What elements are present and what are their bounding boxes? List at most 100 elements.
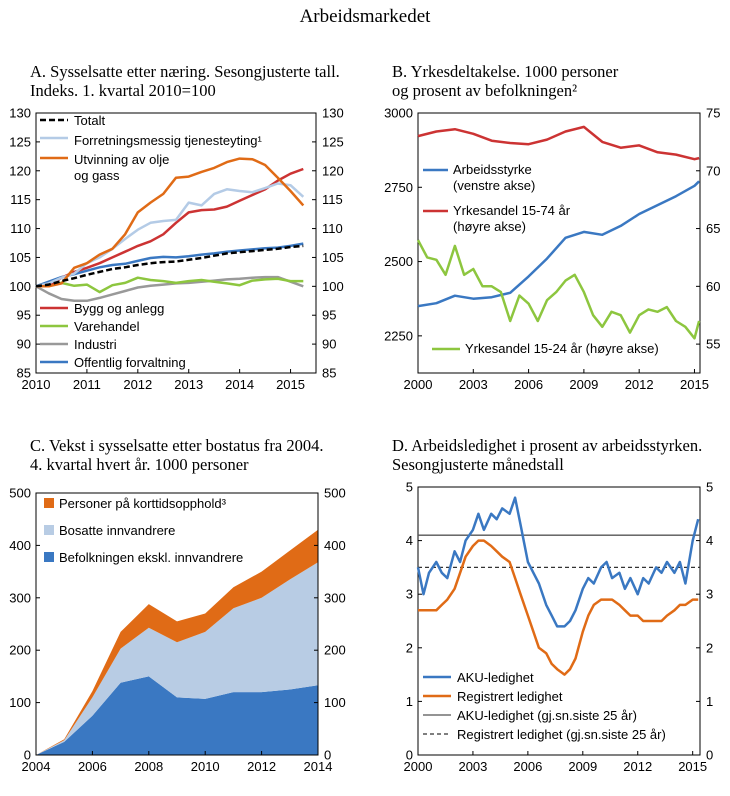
- chart-b-legend-label: (høyre akse): [453, 219, 526, 234]
- chart-a-ytick-label-left: 130: [9, 106, 31, 121]
- chart-a-ytick-label-left: 125: [9, 134, 31, 149]
- chart-c-legend-label: Befolkningen ekskl. innvandrere: [59, 550, 243, 565]
- chart-a: 85 90 95 100 105 110 115 120 125 130 85 90 95 100 105 1…: [9, 106, 343, 393]
- chart-a-series-line: [35, 242, 304, 288]
- panel-c-title-line2: 4. kvartal hvert år. 1000 personer: [30, 455, 249, 474]
- chart-a-legend-label: Forretningsmessig tjenesteyting¹: [74, 133, 263, 148]
- chart-a-legend-label: Totalt: [74, 113, 105, 128]
- chart-c-ytick-label-left: 400: [9, 538, 31, 553]
- chart-a-series-line: [35, 244, 304, 288]
- chart-a-ytick-label-right: 100: [322, 279, 344, 294]
- chart-b-ytick-label-left: 2750: [384, 180, 413, 195]
- panel-d-title-line1: D. Arbeidsledighet i prosent av arbeidss…: [392, 436, 703, 455]
- chart-a-ytick-label-left: 85: [17, 366, 31, 381]
- chart-a-series-line: [35, 276, 304, 294]
- chart-a-ytick-label-right: 105: [322, 250, 344, 265]
- chart-b-legend-label: Yrkesandel 15-74 år: [453, 203, 571, 218]
- chart-d-ytick-label-left: 3: [406, 587, 413, 602]
- chart-c-ytick-label-right: 300: [324, 590, 346, 605]
- chart-b-ytick-label-left: 2500: [384, 254, 413, 269]
- chart-d-ytick-label-left: 5: [406, 480, 413, 495]
- chart-d-xtick-label: 2015: [678, 759, 707, 774]
- chart-a-legend-label: Offentlig forvaltning: [74, 355, 186, 370]
- chart-c-ytick-label-right: 400: [324, 538, 346, 553]
- chart-d-plot-frame: [417, 486, 701, 756]
- chart-d-ytick-label-left: 1: [406, 694, 413, 709]
- chart-c-xtick-label: 2006: [78, 759, 107, 774]
- chart-d-xtick-label: 2003: [458, 759, 487, 774]
- chart-d-ytick-label-left: 2: [406, 640, 413, 655]
- chart-a-plot-frame: [35, 112, 317, 374]
- chart-c-ytick-label-left: 300: [9, 590, 31, 605]
- page-title: Arbeidsmarkedet: [299, 6, 431, 27]
- chart-c-legend-label: Personer på korttidsopphold³: [59, 496, 227, 511]
- chart-a-ytick-label-left: 90: [17, 337, 31, 352]
- chart-a-ytick-label-left: 120: [9, 163, 31, 178]
- chart-a-series-line: [35, 275, 304, 303]
- chart-b-ytick-label-right: 65: [706, 221, 720, 236]
- chart-b-xtick-label: 2015: [680, 377, 709, 392]
- chart-b-xtick-label: 2009: [569, 377, 598, 392]
- chart-b-series-line: [417, 125, 700, 161]
- chart-b-ytick-label-left: 2250: [384, 328, 413, 343]
- chart-c-ytick-label-right: 100: [324, 695, 346, 710]
- chart-c-ytick-label-left: 100: [9, 695, 31, 710]
- panel-b-title-line2: og prosent av befolkningen²: [392, 81, 578, 100]
- chart-b-annotation: Yrkesandel 15-24 år (høyre akse): [465, 341, 659, 356]
- chart-a-ytick-label-right: 95: [322, 308, 336, 323]
- chart-a-legend-label: og gass: [74, 168, 120, 183]
- chart-b-xtick-label: 2003: [459, 377, 488, 392]
- chart-d-legend-label: Registrert ledighet: [457, 689, 563, 704]
- chart-a-ytick-label-right: 85: [322, 366, 336, 381]
- chart-b-xtick-label: 2012: [625, 377, 654, 392]
- chart-b-legend-label: Arbeidsstyrke: [453, 162, 532, 177]
- chart-c-ytick-label-right: 500: [324, 486, 346, 501]
- chart-d-ytick-label-right: 1: [706, 694, 713, 709]
- panel-b-title-line1: B. Yrkesdeltakelse. 1000 personer: [392, 62, 619, 81]
- chart-c-legend-label: Bosatte innvandrere: [59, 523, 175, 538]
- chart-c-legend-swatch: [44, 498, 54, 508]
- chart-c-ytick-label-right: 200: [324, 643, 346, 658]
- chart-a-series-line: [35, 182, 305, 288]
- chart-d-legend-label: AKU-ledighet: [457, 670, 534, 685]
- chart-a-ytick-label-left: 115: [10, 192, 31, 207]
- chart-c-xtick-label: 2008: [134, 759, 163, 774]
- panel-d-title: D. Arbeidsledighet i prosent av arbeidss…: [392, 436, 702, 474]
- chart-b-legend-label: (venstre akse): [453, 178, 535, 193]
- chart-a-ytick-label-right: 110: [322, 221, 343, 236]
- chart-b: 2250 2500 2750 3000 55 60 65 70 75 2000 2003 2006 20…: [384, 106, 720, 393]
- chart-a-ytick-label-left: 100: [9, 279, 31, 294]
- chart-a-legend-label: Industri: [74, 337, 117, 352]
- chart-d-xtick-label: 2000: [404, 759, 433, 774]
- chart-b-plot-frame: [417, 112, 701, 374]
- chart-a-xtick-label: 2015: [276, 377, 305, 392]
- chart-d: 0 1 2 3 4 5 0 1 2 3 4 5 2000 2003 2006 2009 2012 2015 AKU-…: [404, 480, 714, 775]
- chart-a-xtick-label: 2012: [123, 377, 152, 392]
- chart-c-legend-swatch: [44, 525, 54, 535]
- chart-b-ytick-label-right: 75: [706, 106, 720, 121]
- chart-a-xtick-label: 2014: [225, 377, 254, 392]
- chart-c-xtick-label: 2012: [247, 759, 276, 774]
- chart-c-xtick-label: 2004: [22, 759, 51, 774]
- chart-a-legend-label: Utvinning av olje: [74, 152, 169, 167]
- chart-b-series-line: [416, 239, 701, 340]
- chart-d-ytick-label-right: 0: [706, 748, 713, 763]
- panel-a-title-line2: Indeks. 1. kvartal 2010=100: [30, 81, 216, 100]
- chart-d-legend-label: AKU-ledighet (gj.sn.siste 25 år): [457, 708, 637, 723]
- chart-d-xtick-label: 2006: [513, 759, 542, 774]
- chart-c-xtick-label: 2010: [191, 759, 220, 774]
- chart-d-ytick-label-left: 4: [406, 533, 413, 548]
- chart-a-xtick-label: 2011: [73, 377, 101, 392]
- chart-c-area: [36, 676, 318, 755]
- chart-c-xtick-label: 2014: [304, 759, 333, 774]
- chart-d-ytick-label-right: 3: [706, 587, 713, 602]
- chart-c-ytick-label-left: 200: [9, 643, 31, 658]
- chart-a-ytick-label-right: 130: [322, 106, 344, 121]
- chart-c-ytick-label-left: 0: [24, 748, 31, 763]
- chart-d-ytick-label-right: 2: [706, 640, 713, 655]
- chart-d-series-line: [416, 496, 700, 628]
- chart-a-ytick-label-left: 105: [9, 250, 31, 265]
- chart-a-xtick-label: 2010: [22, 377, 51, 392]
- chart-d-series-line: [418, 539, 699, 676]
